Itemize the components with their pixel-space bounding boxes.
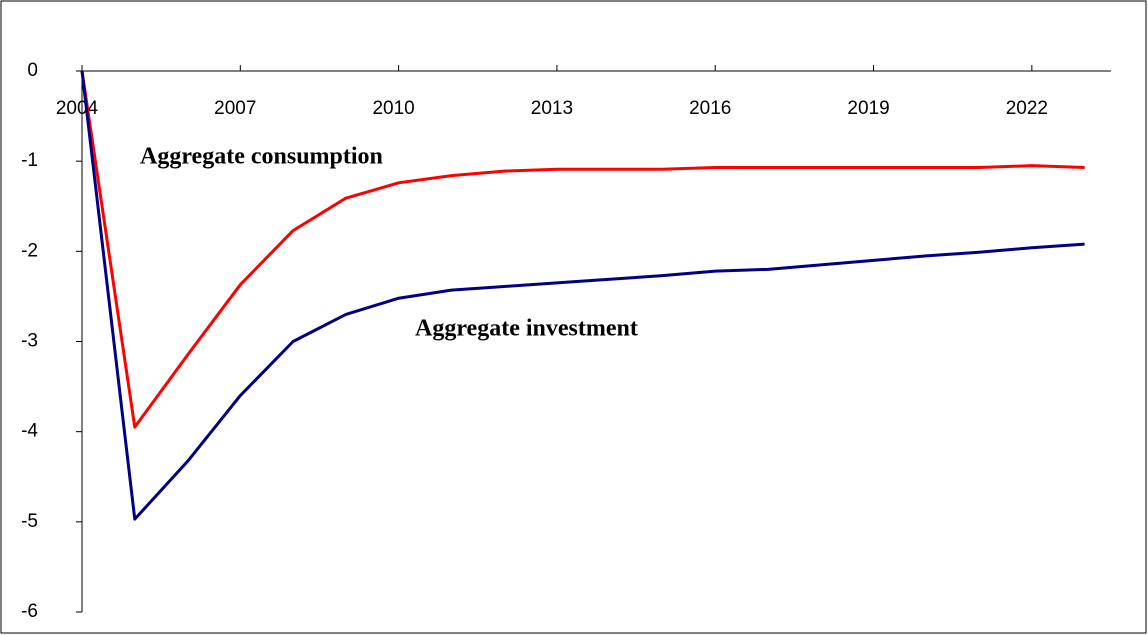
y-tick-label: -3 bbox=[21, 331, 38, 352]
x-tick-label: 2010 bbox=[372, 98, 414, 119]
y-tick-label: -5 bbox=[21, 511, 38, 532]
series-label: Aggregate consumption bbox=[140, 144, 383, 170]
x-tick-label: 2019 bbox=[847, 98, 889, 119]
series-label: Aggregate investment bbox=[415, 316, 638, 342]
x-tick-label: 2016 bbox=[689, 98, 731, 119]
x-tick-label: 2004 bbox=[56, 98, 99, 119]
line-series bbox=[80, 70, 1085, 429]
y-tick-label: -2 bbox=[21, 240, 38, 261]
x-tick-label: 2013 bbox=[531, 98, 573, 119]
y-tick-label: -1 bbox=[21, 150, 38, 171]
y-tick-label: -6 bbox=[21, 601, 38, 622]
x-tick-label: 2007 bbox=[214, 98, 256, 119]
x-tick-label: 2022 bbox=[1006, 98, 1048, 119]
y-tick-label: 0 bbox=[27, 60, 38, 81]
y-tick-label: -4 bbox=[21, 421, 38, 442]
line-series bbox=[80, 70, 1085, 521]
